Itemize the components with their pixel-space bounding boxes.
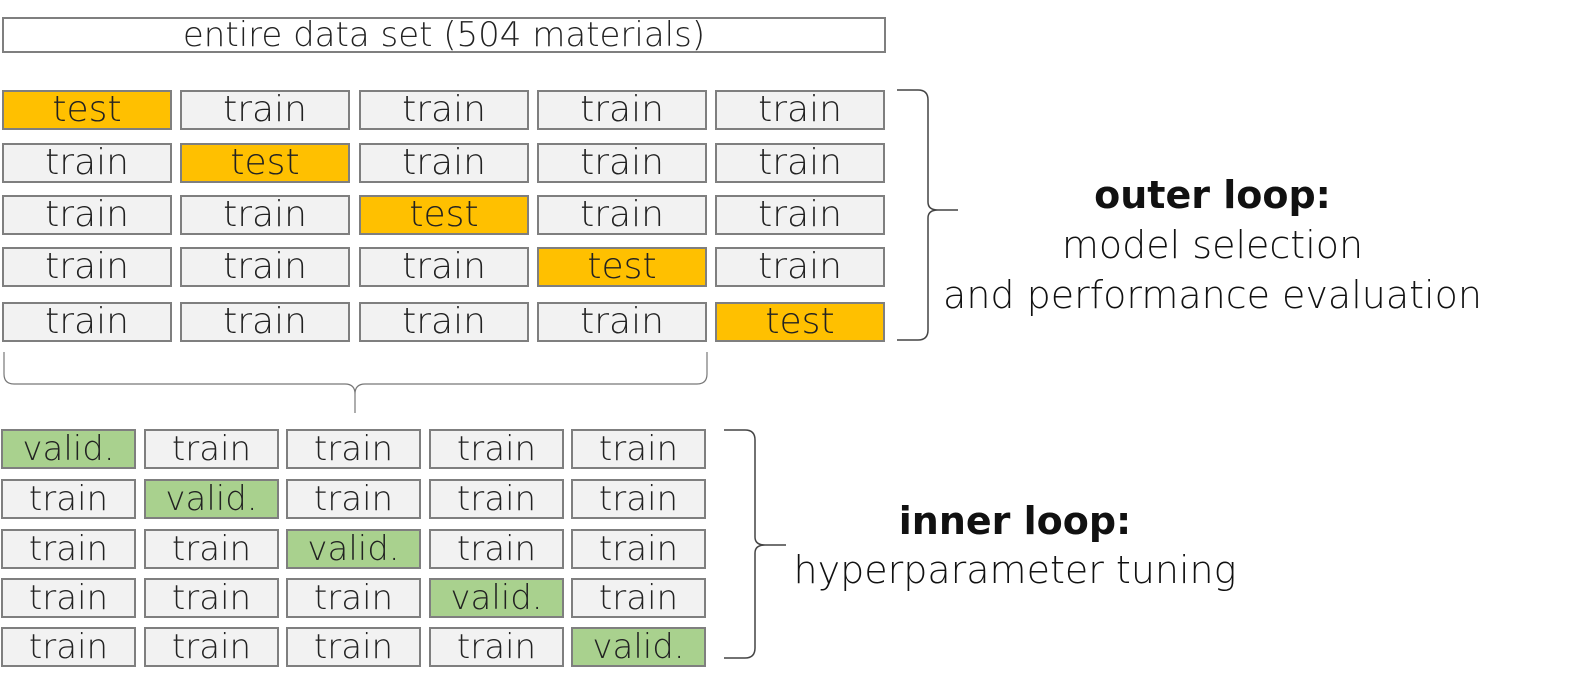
outer-cell-r2-c5: train [715, 143, 885, 183]
outer-cell-r3-c2: train [180, 195, 350, 235]
outer-loop-subtitle-line1: model selection [1061, 223, 1364, 267]
outer-cell-r4-c2: train [180, 247, 350, 287]
outer-cell-r4-c5: train [715, 247, 885, 287]
inner-cell-r1-c4: train [429, 429, 564, 469]
inner-cell-r3-c5: train [571, 529, 706, 569]
outer-loop-brace [897, 89, 958, 341]
inner-cell-r5-c2: train [144, 627, 279, 667]
inner-loop-label: inner loop: hyperparameter tuning [790, 497, 1240, 595]
inner-cell-r5-c5: valid. [571, 627, 706, 667]
outer-cell-r1-c4: train [537, 90, 707, 130]
inner-loop-title: inner loop: [898, 499, 1132, 543]
outer-cell-r5-c3: train [359, 302, 529, 342]
inner-cell-r2-c1: train [1, 479, 136, 519]
outer-cell-r1-c5: train [715, 90, 885, 130]
outer-cell-r5-c5: test [715, 302, 885, 342]
inner-cell-r1-c2: train [144, 429, 279, 469]
outer-cell-r5-c1: train [2, 302, 172, 342]
inner-cell-r2-c2: valid. [144, 479, 279, 519]
inner-cell-r1-c3: train [286, 429, 421, 469]
outer-cell-r4-c1: train [2, 247, 172, 287]
inner-cell-r2-c3: train [286, 479, 421, 519]
outer-cell-r1-c3: train [359, 90, 529, 130]
fold-expansion-brace [3, 352, 708, 413]
outer-cell-r3-c1: train [2, 195, 172, 235]
outer-loop-label: outer loop: model selection and performa… [940, 170, 1485, 320]
inner-cell-r5-c3: train [286, 627, 421, 667]
inner-loop-subtitle: hyperparameter tuning [793, 548, 1237, 592]
inner-cell-r4-c1: train [1, 578, 136, 618]
inner-cell-r2-c5: train [571, 479, 706, 519]
inner-cell-r3-c4: train [429, 529, 564, 569]
outer-cell-r4-c4: test [537, 247, 707, 287]
inner-cell-r2-c4: train [429, 479, 564, 519]
inner-cell-r4-c4: valid. [429, 578, 564, 618]
outer-cell-r2-c4: train [537, 143, 707, 183]
inner-cell-r5-c1: train [1, 627, 136, 667]
outer-cell-r5-c2: train [180, 302, 350, 342]
outer-cell-r3-c5: train [715, 195, 885, 235]
inner-cell-r4-c2: train [144, 578, 279, 618]
inner-cell-r3-c1: train [1, 529, 136, 569]
outer-cell-r1-c1: test [2, 90, 172, 130]
inner-cell-r1-c1: valid. [1, 429, 136, 469]
inner-cell-r4-c5: train [571, 578, 706, 618]
outer-cell-r1-c2: train [180, 90, 350, 130]
entire-dataset-box: entire data set (504 materials) [2, 17, 886, 53]
outer-cell-r4-c3: train [359, 247, 529, 287]
inner-cell-r4-c3: train [286, 578, 421, 618]
outer-cell-r2-c3: train [359, 143, 529, 183]
inner-cell-r5-c4: train [429, 627, 564, 667]
inner-loop-brace [724, 429, 786, 659]
outer-cell-r5-c4: train [537, 302, 707, 342]
inner-cell-r3-c3: valid. [286, 529, 421, 569]
inner-cell-r3-c2: train [144, 529, 279, 569]
inner-cell-r1-c5: train [571, 429, 706, 469]
outer-cell-r2-c2: test [180, 143, 350, 183]
outer-loop-subtitle-line2: and performance evaluation [943, 273, 1482, 317]
outer-cell-r3-c4: train [537, 195, 707, 235]
outer-cell-r2-c1: train [2, 143, 172, 183]
outer-loop-title: outer loop: [1094, 173, 1331, 217]
outer-cell-r3-c3: test [359, 195, 529, 235]
